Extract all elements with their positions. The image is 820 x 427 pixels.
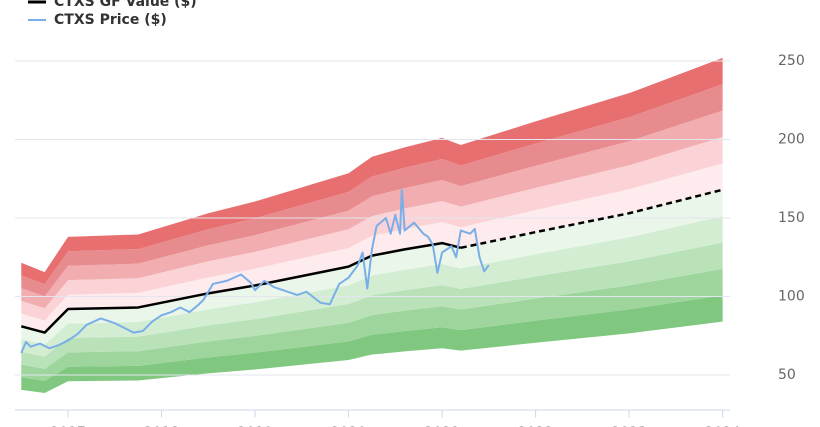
lines bbox=[20, 188, 723, 354]
x-tick-label: 2018 bbox=[144, 425, 180, 427]
y-tick-label: 150 bbox=[778, 210, 805, 226]
x-tick-label: 2017 bbox=[50, 425, 86, 427]
y-tick-label: 50 bbox=[778, 367, 796, 383]
band bbox=[21, 136, 723, 321]
series-line bbox=[20, 241, 462, 334]
series-line bbox=[20, 188, 490, 354]
band bbox=[21, 216, 723, 357]
y-tick-label: 250 bbox=[778, 53, 805, 69]
x-tick-label: 2021 bbox=[424, 425, 460, 427]
band bbox=[21, 57, 723, 285]
band bbox=[21, 84, 723, 297]
x-tick-label: 2020 bbox=[331, 425, 367, 427]
x-tick-label: 2019 bbox=[237, 425, 273, 427]
y-tick-label: 100 bbox=[778, 288, 805, 304]
y-tick-label: 200 bbox=[778, 131, 805, 147]
bands bbox=[21, 57, 723, 394]
legend-label: CTXS GF Value ($) bbox=[54, 0, 197, 10]
band bbox=[21, 110, 723, 309]
axes: 50 100 150 200 250 2017 2018 2019 2020 2021 2022 20… bbox=[15, 0, 805, 427]
series-line bbox=[460, 188, 723, 250]
x-tick-label: 2022 bbox=[518, 425, 554, 427]
x-tick-label: 2024 bbox=[705, 425, 741, 427]
legend-label: CTXS Price ($) bbox=[54, 12, 167, 28]
band bbox=[21, 295, 723, 394]
x-tick-label: 2023 bbox=[611, 425, 647, 427]
band bbox=[21, 242, 723, 369]
